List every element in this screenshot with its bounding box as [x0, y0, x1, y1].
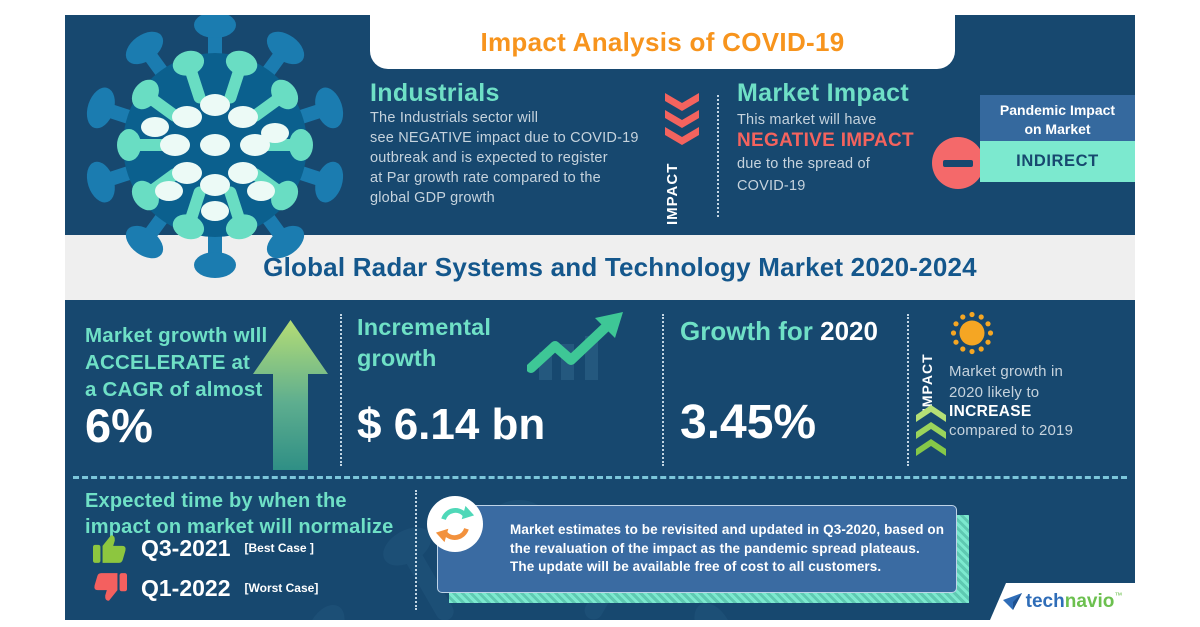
dotted-divider — [340, 314, 342, 466]
market-impact-section: Market Impact This market will have NEGA… — [737, 79, 952, 196]
market-title: Global Radar Systems and Technology Mark… — [263, 252, 977, 282]
pandemic-impact-value: INDIRECT — [980, 141, 1135, 182]
virus-sun-icon — [950, 311, 994, 355]
infographic-canvas: Impact Analysis of COVID-19 Industrials … — [65, 0, 1135, 627]
market-impact-line: This market will have — [737, 112, 877, 128]
market-impact-line: due to the spread of — [737, 156, 870, 172]
thumbs-down-icon — [94, 573, 127, 601]
dotted-divider — [907, 314, 909, 466]
brand-name: technavio™ — [1025, 590, 1123, 612]
best-case-label: [Best Case ] — [244, 541, 314, 555]
cagr-section: Market growth wIll ACCELERATE at a CAGR … — [85, 324, 268, 402]
technavio-logo: technavio™ — [990, 583, 1135, 620]
thumbs-up-icon — [93, 535, 126, 563]
industrials-line: The Industrials sector will — [370, 110, 539, 126]
impact-vertical-label: IMPACT — [664, 162, 681, 226]
negative-impact-text: NEGATIVE IMPACT — [737, 130, 914, 151]
main-title: Impact Analysis of COVID-19 — [480, 27, 845, 57]
worst-case-label: [Worst Case] — [244, 581, 319, 595]
trend-up-icon — [527, 312, 623, 380]
dashed-divider — [73, 476, 1127, 479]
industrials-heading: Industrials — [370, 79, 500, 107]
impact-2020-text: Market growth in 2020 likely to INCREASE… — [949, 362, 1135, 442]
normalize-section-heading: Expected time by when the impact on mark… — [85, 490, 394, 539]
incremental-growth-value: $ 6.14 bn — [357, 400, 546, 449]
growth-2020-value: 3.45% — [680, 396, 817, 449]
update-note-text: Market estimates to be revisited and upd… — [510, 521, 945, 575]
pandemic-impact-title: Pandemic Impact on Market — [980, 95, 1135, 141]
coronavirus-illustration — [86, 15, 344, 278]
dotted-divider — [415, 490, 417, 610]
industrials-line: outbreak and is expected to register — [370, 150, 608, 166]
dotted-divider — [662, 314, 664, 466]
market-title-band: Global Radar Systems and Technology Mark… — [65, 235, 1135, 300]
growth-2020-section: Growth for 2020 — [680, 316, 878, 346]
cagr-value: 6% — [85, 399, 153, 452]
technavio-logo-icon — [1002, 592, 1022, 610]
best-case-row: Q3-2021 [Best Case ] — [93, 532, 314, 564]
industrials-section: Industrials The Industrials sector will … — [370, 79, 670, 208]
market-impact-line: COVID-19 — [737, 178, 806, 194]
pandemic-impact-box: Pandemic Impact on Market INDIRECT — [980, 95, 1135, 182]
dotted-divider — [717, 95, 719, 217]
growth-arrow-icon — [253, 320, 328, 470]
minus-circle-icon — [932, 137, 984, 189]
refresh-icon — [427, 496, 483, 552]
worst-case-row: Q1-2022 [Worst Case] — [93, 572, 318, 604]
stats-band: Market growth wIll ACCELERATE at a CAGR … — [65, 300, 1135, 620]
market-impact-heading: Market Impact — [737, 79, 910, 107]
industrials-line: global GDP growth — [370, 190, 495, 206]
increase-text: INCREASE — [949, 403, 1032, 421]
chevrons-up-icon — [916, 405, 946, 456]
main-title-box: Impact Analysis of COVID-19 — [370, 15, 955, 69]
best-case-value: Q3-2021 — [141, 534, 231, 561]
industrials-line: see NEGATIVE impact due to COVID-19 — [370, 130, 639, 146]
worst-case-value: Q1-2022 — [141, 574, 231, 601]
industrials-line: at Par growth rate compared to the — [370, 170, 601, 186]
incremental-growth-section: Incremental growth — [357, 314, 492, 372]
chevrons-down-icon — [665, 93, 699, 145]
update-note-box: Market estimates to be revisited and upd… — [437, 505, 957, 593]
